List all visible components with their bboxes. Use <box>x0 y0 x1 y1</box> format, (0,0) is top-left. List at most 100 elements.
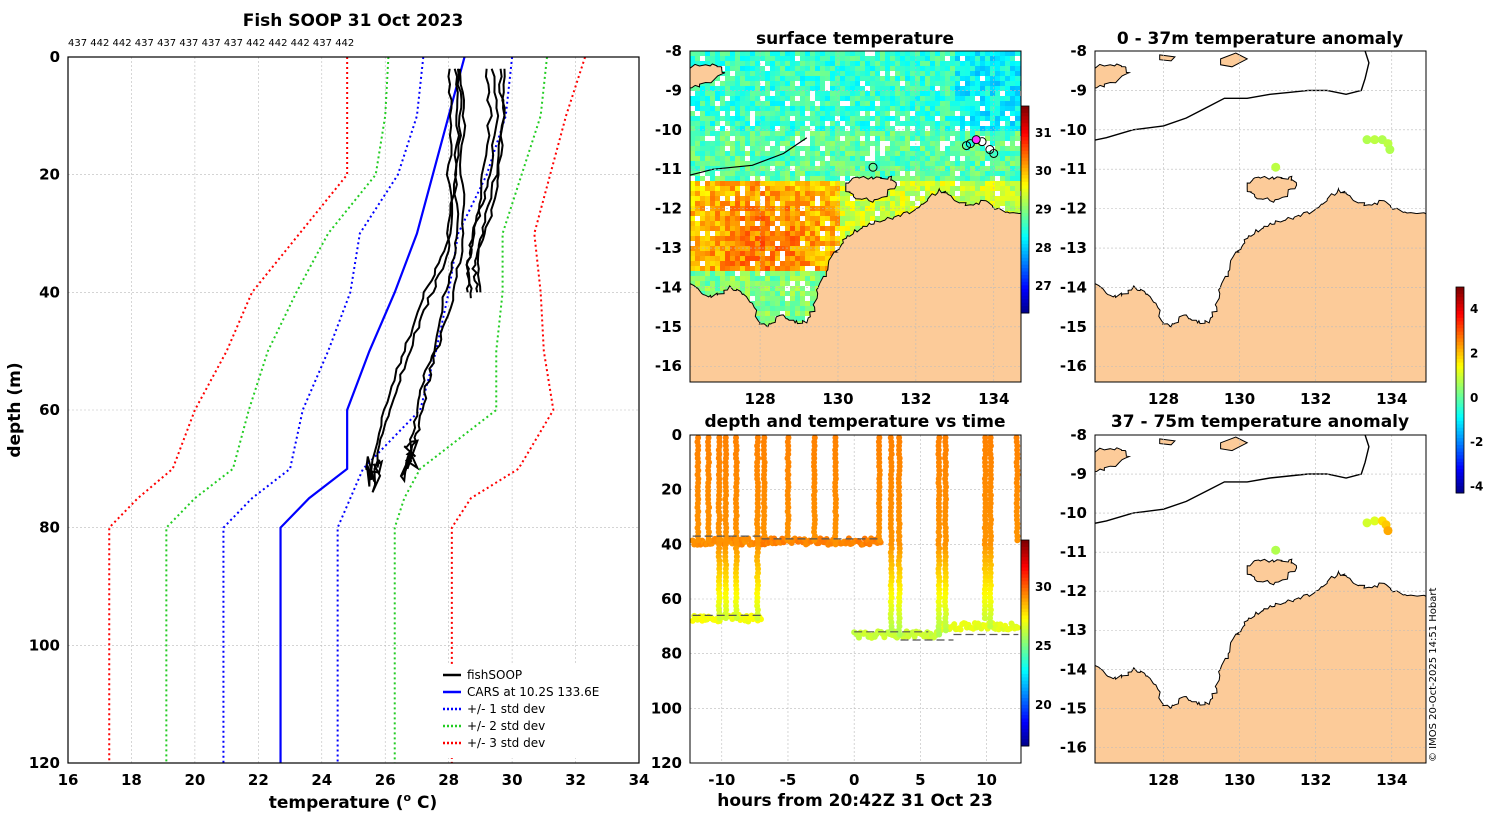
sst-cell <box>920 131 925 136</box>
sst-cell <box>950 161 955 166</box>
map-y-tick-label: -11 <box>655 160 682 178</box>
sst-cell <box>1005 166 1010 171</box>
sst-cell <box>855 101 860 106</box>
sst-cell <box>870 126 875 131</box>
sst-cell <box>780 131 785 136</box>
sst-cell <box>920 196 925 201</box>
sst-cell <box>780 76 785 81</box>
sst-cell <box>805 221 810 226</box>
sst-cell <box>795 66 800 71</box>
sst-cell <box>980 61 985 66</box>
sst-cell <box>715 236 720 241</box>
sst-cell <box>855 61 860 66</box>
sst-cell <box>770 71 775 76</box>
sst-cell <box>815 226 820 231</box>
sst-cell <box>775 236 780 241</box>
sst-cell <box>765 191 770 196</box>
sst-cell <box>820 241 825 246</box>
sst-cell <box>935 71 940 76</box>
sst-cell <box>745 191 750 196</box>
sst-cell <box>725 236 730 241</box>
sst-cell <box>795 61 800 66</box>
sst-colorbar-step <box>1021 185 1029 190</box>
sst-cell <box>1000 201 1005 206</box>
sst-cell <box>790 221 795 226</box>
sst-cell <box>895 116 900 121</box>
sst-cell <box>765 286 770 291</box>
sst-cell <box>890 141 895 146</box>
sst-cell <box>850 211 855 216</box>
sst-cell <box>790 316 795 321</box>
sst-cell <box>840 236 845 241</box>
sst-cell <box>710 116 715 121</box>
sst-cell <box>875 66 880 71</box>
sst-cell <box>995 166 1000 171</box>
sst-cell <box>735 111 740 116</box>
sst-cell <box>800 231 805 236</box>
sst-cell <box>865 216 870 221</box>
sst-cell <box>800 131 805 136</box>
sst-cell <box>830 146 835 151</box>
sst-cell <box>775 266 780 271</box>
sst-cell <box>745 81 750 86</box>
sst-cell <box>990 121 995 126</box>
sst-cell <box>1015 86 1020 91</box>
sst-cell <box>845 151 850 156</box>
sst-cell <box>985 56 990 61</box>
sst-cell <box>960 116 965 121</box>
sst-cell <box>1010 206 1015 211</box>
sst-cell <box>695 56 700 61</box>
sst-cell <box>805 181 810 186</box>
sst-cell <box>995 201 1000 206</box>
sst-cell <box>690 206 695 211</box>
sst-cell <box>945 51 950 56</box>
sst-cell <box>745 51 750 56</box>
sst-cell <box>700 51 705 56</box>
sst-cell <box>820 216 825 221</box>
sst-cell <box>890 131 895 136</box>
sst-cell <box>960 76 965 81</box>
sst-cell <box>725 161 730 166</box>
sst-cell <box>990 61 995 66</box>
sst-cell <box>745 166 750 171</box>
sst-cell <box>965 181 970 186</box>
sst-cell <box>800 161 805 166</box>
sst-cell <box>830 231 835 236</box>
sst-cell <box>750 166 755 171</box>
sst-cell <box>825 91 830 96</box>
sst-cell <box>995 116 1000 121</box>
sst-cell <box>750 206 755 211</box>
sst-cell <box>790 246 795 251</box>
sst-cell <box>815 266 820 271</box>
sst-cell <box>950 176 955 181</box>
sst-cell <box>770 311 775 316</box>
sst-cell <box>865 76 870 81</box>
sst-cell <box>930 146 935 151</box>
sst-cell <box>785 81 790 86</box>
sst-cell <box>830 71 835 76</box>
sst-cell <box>900 71 905 76</box>
sst-cell <box>1005 101 1010 106</box>
sst-cell <box>930 56 935 61</box>
sst-cell <box>850 131 855 136</box>
sst-cell <box>905 141 910 146</box>
sst-cell <box>955 51 960 56</box>
sst-cell <box>805 281 810 286</box>
sst-cell <box>875 81 880 86</box>
sst-cell <box>770 86 775 91</box>
sst-cell <box>935 111 940 116</box>
sst-cell <box>715 196 720 201</box>
sst-cell <box>835 96 840 101</box>
sst-cell <box>830 241 835 246</box>
sst-cell <box>790 146 795 151</box>
sst-cell <box>755 131 760 136</box>
sst-cell <box>855 91 860 96</box>
sst-cell <box>935 106 940 111</box>
sst-cell <box>980 56 985 61</box>
sst-cell <box>870 61 875 66</box>
sst-cell <box>860 106 865 111</box>
sst-cell <box>720 246 725 251</box>
sst-cell <box>905 51 910 56</box>
sst-cell <box>700 271 705 276</box>
sst-cell <box>790 176 795 181</box>
